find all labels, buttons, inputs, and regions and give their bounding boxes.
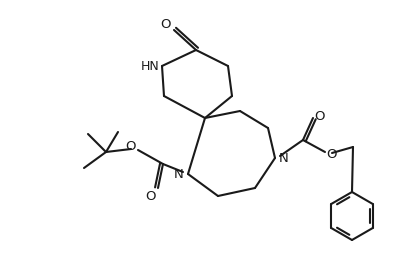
Text: O: O bbox=[315, 110, 325, 122]
Text: O: O bbox=[126, 140, 136, 153]
Text: N: N bbox=[279, 152, 289, 164]
Text: O: O bbox=[146, 190, 156, 202]
Text: N: N bbox=[174, 167, 184, 181]
Text: O: O bbox=[161, 18, 171, 31]
Text: O: O bbox=[327, 148, 337, 161]
Text: HN: HN bbox=[140, 60, 159, 73]
